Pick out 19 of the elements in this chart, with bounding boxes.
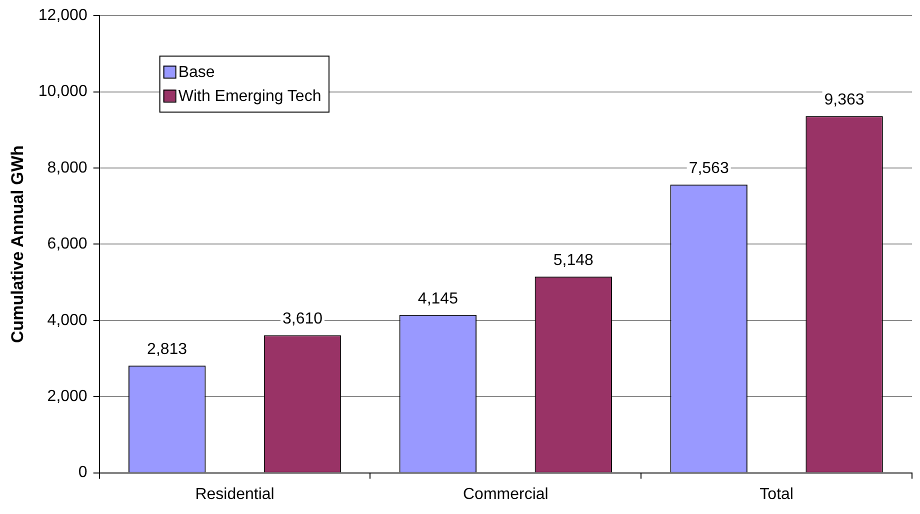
y-tick-label: 0 [78,464,88,482]
x-tick-label: Total [760,486,794,503]
y-axis-title: Cumulative Annual GWh [8,145,27,344]
x-tick-label: Commercial [462,486,548,503]
y-tick-label: 10,000 [38,83,88,100]
text: 5,148 [553,252,594,270]
text: 2,813 [147,341,188,358]
x-tick-label: Residential [195,486,274,503]
legend-label: With Emerging Tech [178,88,322,106]
y-tick-label: 4,000 [47,312,88,329]
y-tick-label: 2,000 [47,388,88,406]
y-tick-label: 8,000 [47,159,88,176]
y-tick-label: 12,000 [38,7,88,24]
y-tick-label: 6,000 [47,236,88,253]
legend-label: Base [178,64,215,82]
text: 9,363 [824,91,864,108]
text: 4,145 [418,290,458,308]
text: 3,610 [282,310,323,328]
text: 7,563 [688,160,729,178]
